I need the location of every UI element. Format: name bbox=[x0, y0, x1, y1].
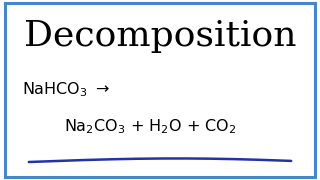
Text: Na$_2$CO$_3$ + H$_2$O + CO$_2$: Na$_2$CO$_3$ + H$_2$O + CO$_2$ bbox=[64, 118, 236, 136]
Text: Decomposition: Decomposition bbox=[24, 19, 296, 53]
FancyBboxPatch shape bbox=[5, 3, 315, 177]
Text: NaHCO$_3$ $\rightarrow$: NaHCO$_3$ $\rightarrow$ bbox=[22, 81, 110, 99]
